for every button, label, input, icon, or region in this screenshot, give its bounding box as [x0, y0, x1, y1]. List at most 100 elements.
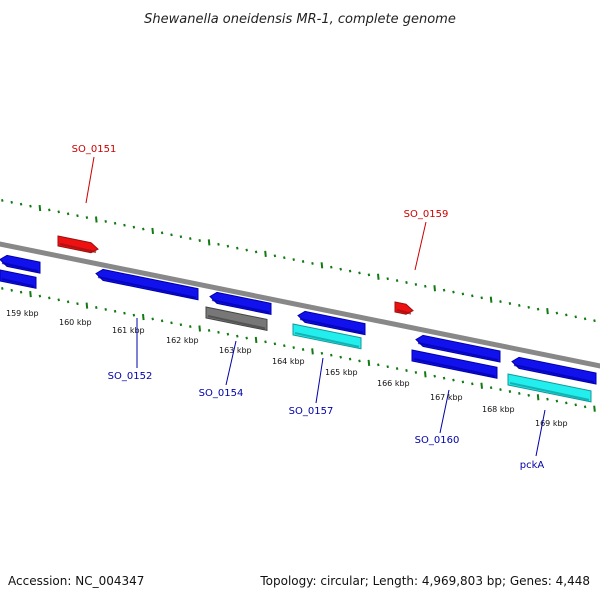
inner-minor-tick	[113, 309, 117, 313]
inner-minor-tick	[245, 336, 248, 340]
outer-minor-tick	[85, 216, 89, 220]
kbp-label: 164 kbp	[272, 357, 305, 366]
reverse-feature-shadow	[211, 299, 270, 314]
outer-minor-tick	[565, 313, 568, 317]
outer-minor-tick	[301, 260, 305, 263]
outer-major-tick	[377, 273, 380, 280]
reverse-feature-shadow	[1, 278, 35, 288]
outer-major-tick	[264, 250, 267, 257]
reverse-feature-shadow	[294, 332, 360, 348]
inner-minor-tick	[583, 405, 587, 409]
inner-major-tick	[254, 336, 258, 344]
inner-major-tick	[311, 348, 314, 355]
inner-minor-tick	[330, 353, 333, 357]
inner-minor-tick	[95, 306, 98, 309]
outer-minor-tick	[424, 284, 427, 288]
inner-minor-tick	[10, 288, 13, 292]
inner-minor-tick	[38, 294, 42, 298]
outer-minor-tick	[217, 242, 220, 246]
outer-minor-tick	[273, 254, 277, 258]
inner-minor-tick	[132, 313, 136, 317]
inner-minor-tick	[452, 378, 455, 382]
genome-backbone	[0, 241, 600, 369]
inner-minor-tick	[565, 401, 568, 405]
outer-minor-tick	[461, 292, 465, 296]
gene-label-layer: SO_0151 SO_0159 SO_0152 SO_0154 SO_0157 SO_01…	[72, 144, 546, 471]
forward-gene-label: SO_0159	[404, 209, 449, 220]
outer-major-tick	[320, 262, 324, 269]
reverse-feature-shadow	[509, 382, 590, 401]
outer-minor-tick	[132, 225, 136, 229]
reverse-gene-leader-line	[315, 357, 324, 404]
outer-minor-tick	[48, 208, 51, 212]
inner-minor-tick	[320, 351, 324, 355]
outer-tick-track	[1, 198, 596, 323]
inner-minor-tick	[123, 311, 126, 315]
outer-minor-tick	[367, 273, 371, 277]
genome-summary-text: Topology: circular; Length: 4,969,803 bp…	[260, 574, 590, 588]
inner-minor-tick	[236, 334, 239, 338]
inner-major-tick	[198, 325, 201, 332]
inner-minor-tick	[574, 403, 577, 407]
outer-minor-tick	[536, 307, 540, 311]
inner-minor-tick	[283, 344, 286, 348]
inner-minor-tick	[489, 386, 493, 390]
reverse-feature-shadow	[299, 318, 364, 334]
outer-minor-tick	[442, 288, 446, 292]
outer-minor-tick	[386, 277, 389, 281]
reverse-gene-label: SO_0154	[199, 388, 244, 399]
outer-minor-tick	[311, 261, 314, 265]
inner-minor-tick	[395, 367, 399, 371]
inner-minor-tick	[151, 317, 154, 321]
outer-minor-tick	[574, 315, 577, 319]
outer-minor-tick	[480, 296, 483, 300]
inner-minor-tick	[518, 391, 521, 395]
inner-minor-tick	[499, 388, 502, 392]
inner-minor-tick	[76, 302, 79, 306]
kbp-label: 166 kbp	[377, 379, 410, 388]
inner-major-tick	[424, 371, 427, 378]
reverse-feature-shadow	[1, 262, 39, 273]
inner-minor-tick	[104, 307, 107, 311]
inner-minor-tick	[508, 390, 512, 393]
inner-minor-tick	[358, 359, 361, 363]
outer-minor-tick	[245, 248, 248, 252]
inner-minor-tick	[207, 328, 211, 332]
outer-minor-tick	[113, 221, 117, 225]
inner-minor-tick	[555, 399, 559, 403]
outer-major-tick	[433, 285, 436, 292]
reverse-feature-shadow	[97, 276, 197, 299]
inner-minor-tick	[66, 300, 70, 304]
reverse-gene-leader-line	[225, 340, 237, 386]
inner-minor-tick	[471, 382, 474, 386]
inner-minor-tick	[386, 365, 389, 369]
outer-minor-tick	[508, 302, 512, 305]
outer-minor-tick	[1, 198, 4, 202]
outer-major-tick	[95, 216, 98, 223]
outer-minor-tick	[527, 305, 530, 309]
inner-minor-tick	[160, 319, 164, 323]
outer-minor-tick	[518, 303, 521, 307]
outer-minor-tick	[452, 290, 455, 294]
outer-minor-tick	[358, 271, 361, 275]
reverse-feature-shadow	[413, 358, 496, 378]
outer-minor-tick	[10, 200, 13, 204]
outer-major-tick	[38, 204, 42, 212]
outer-minor-tick	[283, 256, 286, 260]
inner-tick-track	[1, 286, 596, 412]
inner-minor-tick	[19, 290, 23, 294]
inner-minor-tick	[170, 321, 173, 325]
inner-minor-tick	[273, 342, 277, 346]
kbp-label: 159 kbp	[6, 309, 39, 318]
outer-minor-tick	[104, 219, 107, 223]
kbp-scale-labels: 159 kbp 160 kbp 161 kbp 162 kbp 163 kbp 164 k…	[6, 309, 568, 428]
outer-minor-tick	[29, 204, 32, 208]
kbp-label: 169 kbp	[535, 419, 568, 428]
outer-minor-tick	[339, 267, 342, 271]
reverse-gene-label: pckA	[520, 460, 545, 471]
inner-minor-tick	[189, 325, 192, 329]
forward-feature-shadow	[396, 309, 412, 315]
outer-minor-tick	[226, 244, 230, 248]
reverse-gene-label: SO_0157	[289, 406, 334, 417]
